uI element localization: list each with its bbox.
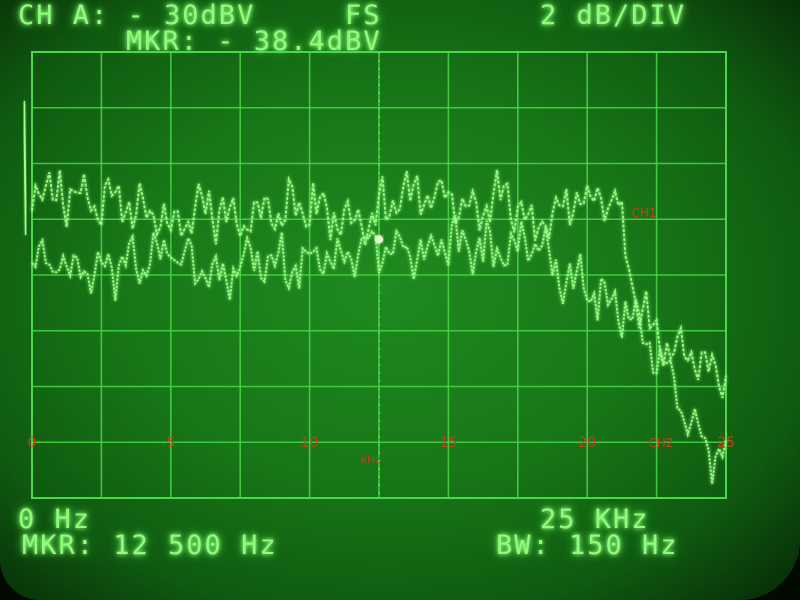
series-trace-ch2 xyxy=(31,214,727,485)
series-label-ch2: CH2 xyxy=(648,436,673,450)
series-trace-ch1 xyxy=(31,169,727,399)
stop-frequency-readout: 25 KHz xyxy=(540,504,650,535)
marker-dot xyxy=(375,235,383,244)
series-label-ch1: CH1 xyxy=(632,206,657,220)
channel-readout: CH A: - 30dBV xyxy=(18,0,256,31)
marker-level-readout: MKR: - 38.4dBV xyxy=(126,26,382,57)
trace-group xyxy=(23,101,727,485)
dc-spike xyxy=(23,101,27,235)
marker-frequency-readout: MKR: 12 500 Hz xyxy=(22,530,278,561)
x-tick-label: 10 xyxy=(301,435,319,451)
bandwidth-readout: BW: 150 Hz xyxy=(496,530,679,561)
x-tick-label: 25 xyxy=(717,435,735,451)
x-tick-label: 5 xyxy=(166,435,175,451)
x-axis-label: kHz xyxy=(360,453,381,466)
graticule xyxy=(31,51,727,499)
x-tick-label: 0 xyxy=(28,435,37,451)
start-frequency-readout: 0 Hz xyxy=(18,504,92,535)
full-scale-readout: FS xyxy=(345,0,382,31)
annotation-labels: 0 5 10 15 20 25 kHz CH1 CH2 xyxy=(28,206,735,466)
x-tick-label: 15 xyxy=(439,435,457,451)
x-tick-label: 20 xyxy=(578,435,596,451)
scale-readout: 2 dB/DIV xyxy=(540,0,687,31)
